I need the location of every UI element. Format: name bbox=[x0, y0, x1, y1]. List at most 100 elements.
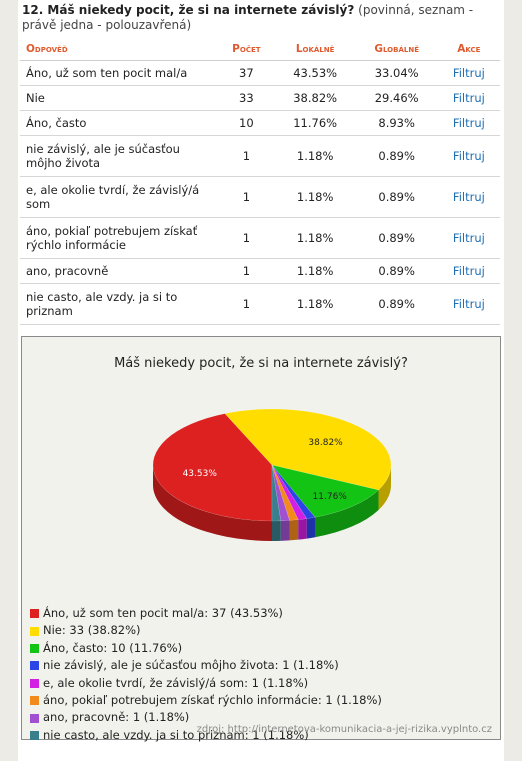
count-cell: 10 bbox=[218, 110, 275, 136]
pie-slice-label: 11.76% bbox=[313, 492, 348, 502]
answer-cell: nie casto, ale vzdy. ja si to priznam bbox=[20, 283, 218, 325]
answer-cell: Áno, často bbox=[20, 110, 218, 136]
legend-swatch bbox=[30, 626, 39, 636]
pie-slice bbox=[271, 464, 290, 522]
table-row: ano, pracovně 1 1.18% 0.89% Filtruj bbox=[20, 258, 500, 284]
pie-slice-side bbox=[306, 517, 315, 539]
local-percent-cell: 11.76% bbox=[274, 110, 356, 136]
pie-slice-side bbox=[314, 489, 379, 538]
pie-slice-side bbox=[298, 518, 307, 540]
col-header-action: Akce bbox=[437, 38, 500, 61]
local-percent-cell: 38.82% bbox=[274, 85, 356, 111]
legend-swatch bbox=[30, 661, 39, 671]
count-cell: 1 bbox=[218, 283, 275, 325]
filter-link[interactable]: Filtruj bbox=[437, 283, 500, 325]
filter-link[interactable]: Filtruj bbox=[437, 85, 500, 111]
answer-cell: ano, pracovně bbox=[20, 258, 218, 284]
pie-slice bbox=[224, 408, 392, 491]
legend-label: Áno, často: 10 (11.76%) bbox=[43, 640, 183, 655]
legend-item: ano, pracovně: 1 (1.18%) bbox=[30, 709, 382, 726]
global-percent-cell: 0.89% bbox=[355, 176, 438, 218]
chart-legend: Áno, už som ten pocit mal/a: 37 (43.53%)… bbox=[30, 605, 382, 744]
question-title: 12. Máš niekedy pocit, že si na internet… bbox=[22, 3, 500, 33]
filter-link[interactable]: Filtruj bbox=[437, 135, 500, 177]
answer-cell: nie závislý, ale je súčasťou môjho život… bbox=[20, 135, 218, 177]
local-percent-cell: 1.18% bbox=[274, 176, 356, 218]
global-percent-cell: 0.89% bbox=[355, 217, 438, 259]
pie-slice-label: 38.82% bbox=[308, 438, 343, 448]
pie-slice-label: 43.53% bbox=[183, 469, 218, 479]
legend-item: Áno, už som ten pocit mal/a: 37 (43.53%) bbox=[30, 605, 382, 622]
pie-slice bbox=[271, 464, 299, 521]
pie-slice-side bbox=[272, 520, 281, 541]
count-cell: 1 bbox=[218, 258, 275, 284]
legend-label: Áno, už som ten pocit mal/a: 37 (43.53%) bbox=[43, 606, 283, 620]
legend-label: nie závislý, ale je súčasťou môjho život… bbox=[43, 658, 339, 673]
col-header-answer[interactable]: Odpověď bbox=[20, 38, 218, 61]
legend-label: Nie: 33 (38.82%) bbox=[43, 623, 141, 638]
legend-label: ano, pracovně: 1 (1.18%) bbox=[43, 710, 190, 725]
global-percent-cell: 8.93% bbox=[355, 110, 438, 136]
legend-swatch bbox=[30, 696, 39, 706]
col-header-global[interactable]: Globálně bbox=[355, 38, 438, 61]
table-header-row: Odpověď Počet Lokálně Globálně Akce bbox=[20, 38, 500, 61]
filter-link[interactable]: Filtruj bbox=[437, 258, 500, 284]
pie-chart: Máš niekedy pocit, že si na internete zá… bbox=[114, 356, 408, 541]
global-percent-cell: 33.04% bbox=[355, 60, 438, 86]
legend-swatch bbox=[30, 731, 39, 741]
legend-label: nie casto, ale vzdy. ja si to priznam: 1… bbox=[43, 727, 309, 742]
filter-link[interactable]: Filtruj bbox=[437, 176, 500, 218]
table-row: e, ale okolie tvrdí, že závislý/á som 1 1.… bbox=[20, 176, 500, 218]
pie-slice bbox=[271, 464, 380, 518]
filter-link[interactable]: Filtruj bbox=[437, 217, 500, 259]
legend-item: nie casto, ale vzdy. ja si to priznam: 1… bbox=[30, 727, 382, 744]
pie-slice-side bbox=[289, 519, 299, 541]
count-cell: 33 bbox=[218, 85, 275, 111]
global-percent-cell: 0.89% bbox=[355, 135, 438, 177]
table-row: áno, pokiaľ potrebujem získať rýchlo inf… bbox=[20, 217, 500, 259]
question-text: 12. Máš niekedy pocit, že si na internet… bbox=[22, 3, 355, 17]
chart-panel: Máš niekedy pocit, že si na internete zá… bbox=[21, 336, 501, 742]
table-row: nie závislý, ale je súčasťou môjho život… bbox=[20, 135, 500, 177]
table-row: Áno, často 10 11.76% 8.93% Filtruj bbox=[20, 110, 500, 136]
pie-slice-side bbox=[280, 520, 290, 541]
col-header-local[interactable]: Lokálně bbox=[274, 38, 356, 61]
pie-slice bbox=[152, 413, 273, 522]
results-table: Odpověď Počet Lokálně Globálně Akce Áno,… bbox=[20, 38, 500, 325]
legend-swatch bbox=[30, 644, 39, 654]
pie-slice bbox=[271, 464, 308, 520]
chart-title: Máš niekedy pocit, že si na internete zá… bbox=[114, 356, 408, 371]
legend-item: áno, pokiaľ potrebujem získať rýchlo inf… bbox=[30, 692, 382, 709]
global-percent-cell: 0.89% bbox=[355, 258, 438, 284]
pie-slice bbox=[271, 464, 282, 522]
source-note: zdroj: http://internetova-komunikacia-a-… bbox=[196, 724, 492, 735]
local-percent-cell: 43.53% bbox=[274, 60, 356, 86]
legend-label: áno, pokiaľ potrebujem získať rýchlo inf… bbox=[43, 693, 382, 708]
col-header-count[interactable]: Počet bbox=[218, 38, 275, 61]
answer-cell: áno, pokiaľ potrebujem získať rýchlo inf… bbox=[20, 217, 218, 259]
legend-item: Áno, často: 10 (11.76%) bbox=[30, 640, 382, 657]
pie-slice-side bbox=[153, 465, 272, 541]
table-row: Nie 33 38.82% 29.46% Filtruj bbox=[20, 85, 500, 111]
filter-link[interactable]: Filtruj bbox=[437, 110, 500, 136]
global-percent-cell: 29.46% bbox=[355, 85, 438, 111]
local-percent-cell: 1.18% bbox=[274, 217, 356, 259]
local-percent-cell: 1.18% bbox=[274, 283, 356, 325]
legend-swatch bbox=[30, 609, 39, 619]
legend-swatch bbox=[30, 678, 39, 688]
legend-item: nie závislý, ale je súčasťou môjho život… bbox=[30, 657, 382, 674]
answer-cell: Nie bbox=[20, 85, 218, 111]
count-cell: 37 bbox=[218, 60, 275, 86]
local-percent-cell: 1.18% bbox=[274, 135, 356, 177]
count-cell: 1 bbox=[218, 217, 275, 259]
answer-cell: e, ale okolie tvrdí, že závislý/á som bbox=[20, 176, 218, 218]
local-percent-cell: 1.18% bbox=[274, 258, 356, 284]
table-row: Áno, už som ten pocit mal/a 37 43.53% 33.04… bbox=[20, 60, 500, 86]
pie-slice bbox=[271, 464, 316, 519]
table-row: nie casto, ale vzdy. ja si to priznam 1 1.… bbox=[20, 283, 500, 325]
count-cell: 1 bbox=[218, 176, 275, 218]
question-meta: (povinná, seznam - právě jedna - polouza… bbox=[22, 3, 474, 32]
filter-link[interactable]: Filtruj bbox=[437, 60, 500, 86]
legend-item: Nie: 33 (38.82%) bbox=[30, 622, 382, 639]
global-percent-cell: 0.89% bbox=[355, 283, 438, 325]
